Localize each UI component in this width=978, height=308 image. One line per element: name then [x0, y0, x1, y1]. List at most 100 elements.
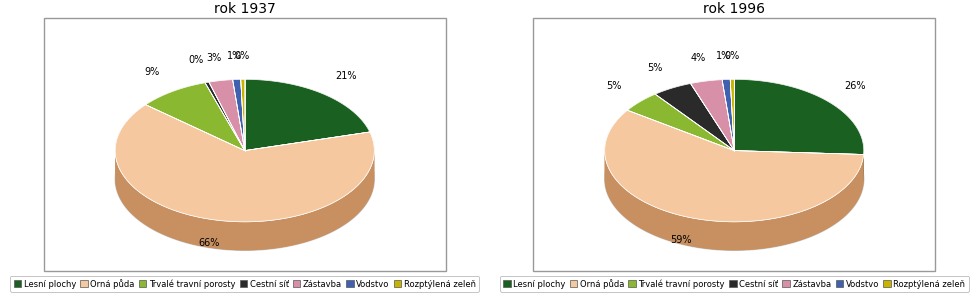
Polygon shape — [274, 220, 276, 249]
Polygon shape — [762, 220, 764, 249]
Polygon shape — [822, 202, 823, 231]
Text: 0%: 0% — [235, 51, 249, 61]
Polygon shape — [729, 222, 731, 250]
Polygon shape — [636, 197, 637, 226]
Polygon shape — [604, 110, 863, 222]
Polygon shape — [847, 184, 848, 214]
Text: 21%: 21% — [334, 71, 356, 80]
Polygon shape — [258, 221, 260, 250]
Polygon shape — [134, 187, 135, 217]
Polygon shape — [815, 205, 817, 235]
Polygon shape — [760, 220, 762, 249]
Polygon shape — [645, 202, 646, 232]
Polygon shape — [735, 222, 737, 250]
Polygon shape — [115, 105, 374, 222]
Legend: Lesní plochy, Orná půda, Trvalé travní porosty, Cestní síť, Zástavba, Vodstvo, R: Lesní plochy, Orná půda, Trvalé travní p… — [11, 276, 478, 292]
Polygon shape — [678, 215, 681, 244]
Polygon shape — [758, 220, 760, 249]
Polygon shape — [359, 183, 360, 213]
Polygon shape — [651, 206, 653, 235]
Polygon shape — [205, 82, 244, 151]
Polygon shape — [630, 193, 631, 223]
Legend: Lesní plochy, Orná půda, Trvalé travní porosty, Cestní síť, Zástavba, Vodstvo, R: Lesní plochy, Orná půda, Trvalé travní p… — [500, 276, 967, 292]
Polygon shape — [829, 197, 831, 227]
Polygon shape — [215, 220, 218, 249]
Polygon shape — [649, 205, 651, 234]
Polygon shape — [309, 212, 311, 241]
Polygon shape — [840, 190, 842, 219]
Polygon shape — [668, 212, 670, 241]
Polygon shape — [130, 184, 131, 213]
Polygon shape — [644, 201, 645, 231]
Polygon shape — [849, 182, 850, 212]
Polygon shape — [299, 215, 301, 244]
Polygon shape — [276, 219, 278, 248]
Polygon shape — [291, 217, 293, 245]
Polygon shape — [208, 80, 244, 151]
Polygon shape — [706, 220, 708, 249]
Polygon shape — [734, 79, 863, 155]
Polygon shape — [831, 197, 832, 226]
Polygon shape — [196, 217, 199, 245]
Polygon shape — [655, 207, 657, 237]
Polygon shape — [163, 206, 165, 235]
Polygon shape — [360, 182, 361, 211]
Polygon shape — [604, 108, 863, 250]
Polygon shape — [269, 220, 272, 249]
Polygon shape — [231, 221, 234, 250]
Polygon shape — [751, 221, 753, 250]
Polygon shape — [773, 218, 776, 247]
Polygon shape — [802, 210, 804, 240]
Text: 3%: 3% — [206, 53, 221, 63]
Polygon shape — [604, 110, 863, 222]
Polygon shape — [790, 214, 792, 243]
Title: rok 1937: rok 1937 — [213, 2, 276, 16]
Polygon shape — [265, 221, 267, 249]
Polygon shape — [289, 217, 291, 246]
Polygon shape — [313, 210, 315, 239]
Polygon shape — [676, 214, 678, 244]
Polygon shape — [342, 196, 343, 226]
Polygon shape — [136, 189, 137, 219]
Polygon shape — [713, 221, 715, 249]
Polygon shape — [140, 192, 141, 222]
Polygon shape — [625, 189, 626, 219]
Polygon shape — [165, 207, 166, 236]
Polygon shape — [204, 218, 206, 247]
Polygon shape — [794, 213, 796, 242]
Polygon shape — [229, 221, 231, 250]
Title: rok 1996: rok 1996 — [702, 2, 765, 16]
Polygon shape — [170, 209, 172, 238]
Polygon shape — [281, 219, 283, 248]
Polygon shape — [689, 217, 690, 246]
Polygon shape — [358, 184, 359, 213]
Polygon shape — [699, 219, 701, 248]
Polygon shape — [722, 79, 734, 151]
Polygon shape — [845, 185, 847, 215]
Polygon shape — [137, 190, 139, 220]
Polygon shape — [128, 182, 129, 211]
Polygon shape — [739, 222, 742, 250]
Polygon shape — [150, 199, 152, 229]
Polygon shape — [317, 209, 319, 238]
Polygon shape — [205, 82, 244, 151]
Polygon shape — [321, 207, 323, 237]
Polygon shape — [811, 207, 813, 236]
Polygon shape — [199, 217, 200, 246]
Polygon shape — [664, 211, 666, 240]
Polygon shape — [627, 94, 734, 151]
Polygon shape — [804, 210, 806, 239]
Polygon shape — [670, 213, 672, 242]
Polygon shape — [233, 79, 244, 151]
Polygon shape — [184, 213, 186, 243]
Polygon shape — [689, 80, 734, 151]
Polygon shape — [333, 202, 334, 231]
Polygon shape — [147, 197, 149, 227]
Polygon shape — [315, 209, 317, 239]
Polygon shape — [622, 187, 623, 217]
Polygon shape — [617, 181, 618, 211]
Polygon shape — [334, 201, 336, 230]
Polygon shape — [708, 221, 710, 249]
Polygon shape — [166, 208, 168, 237]
Polygon shape — [731, 222, 733, 250]
